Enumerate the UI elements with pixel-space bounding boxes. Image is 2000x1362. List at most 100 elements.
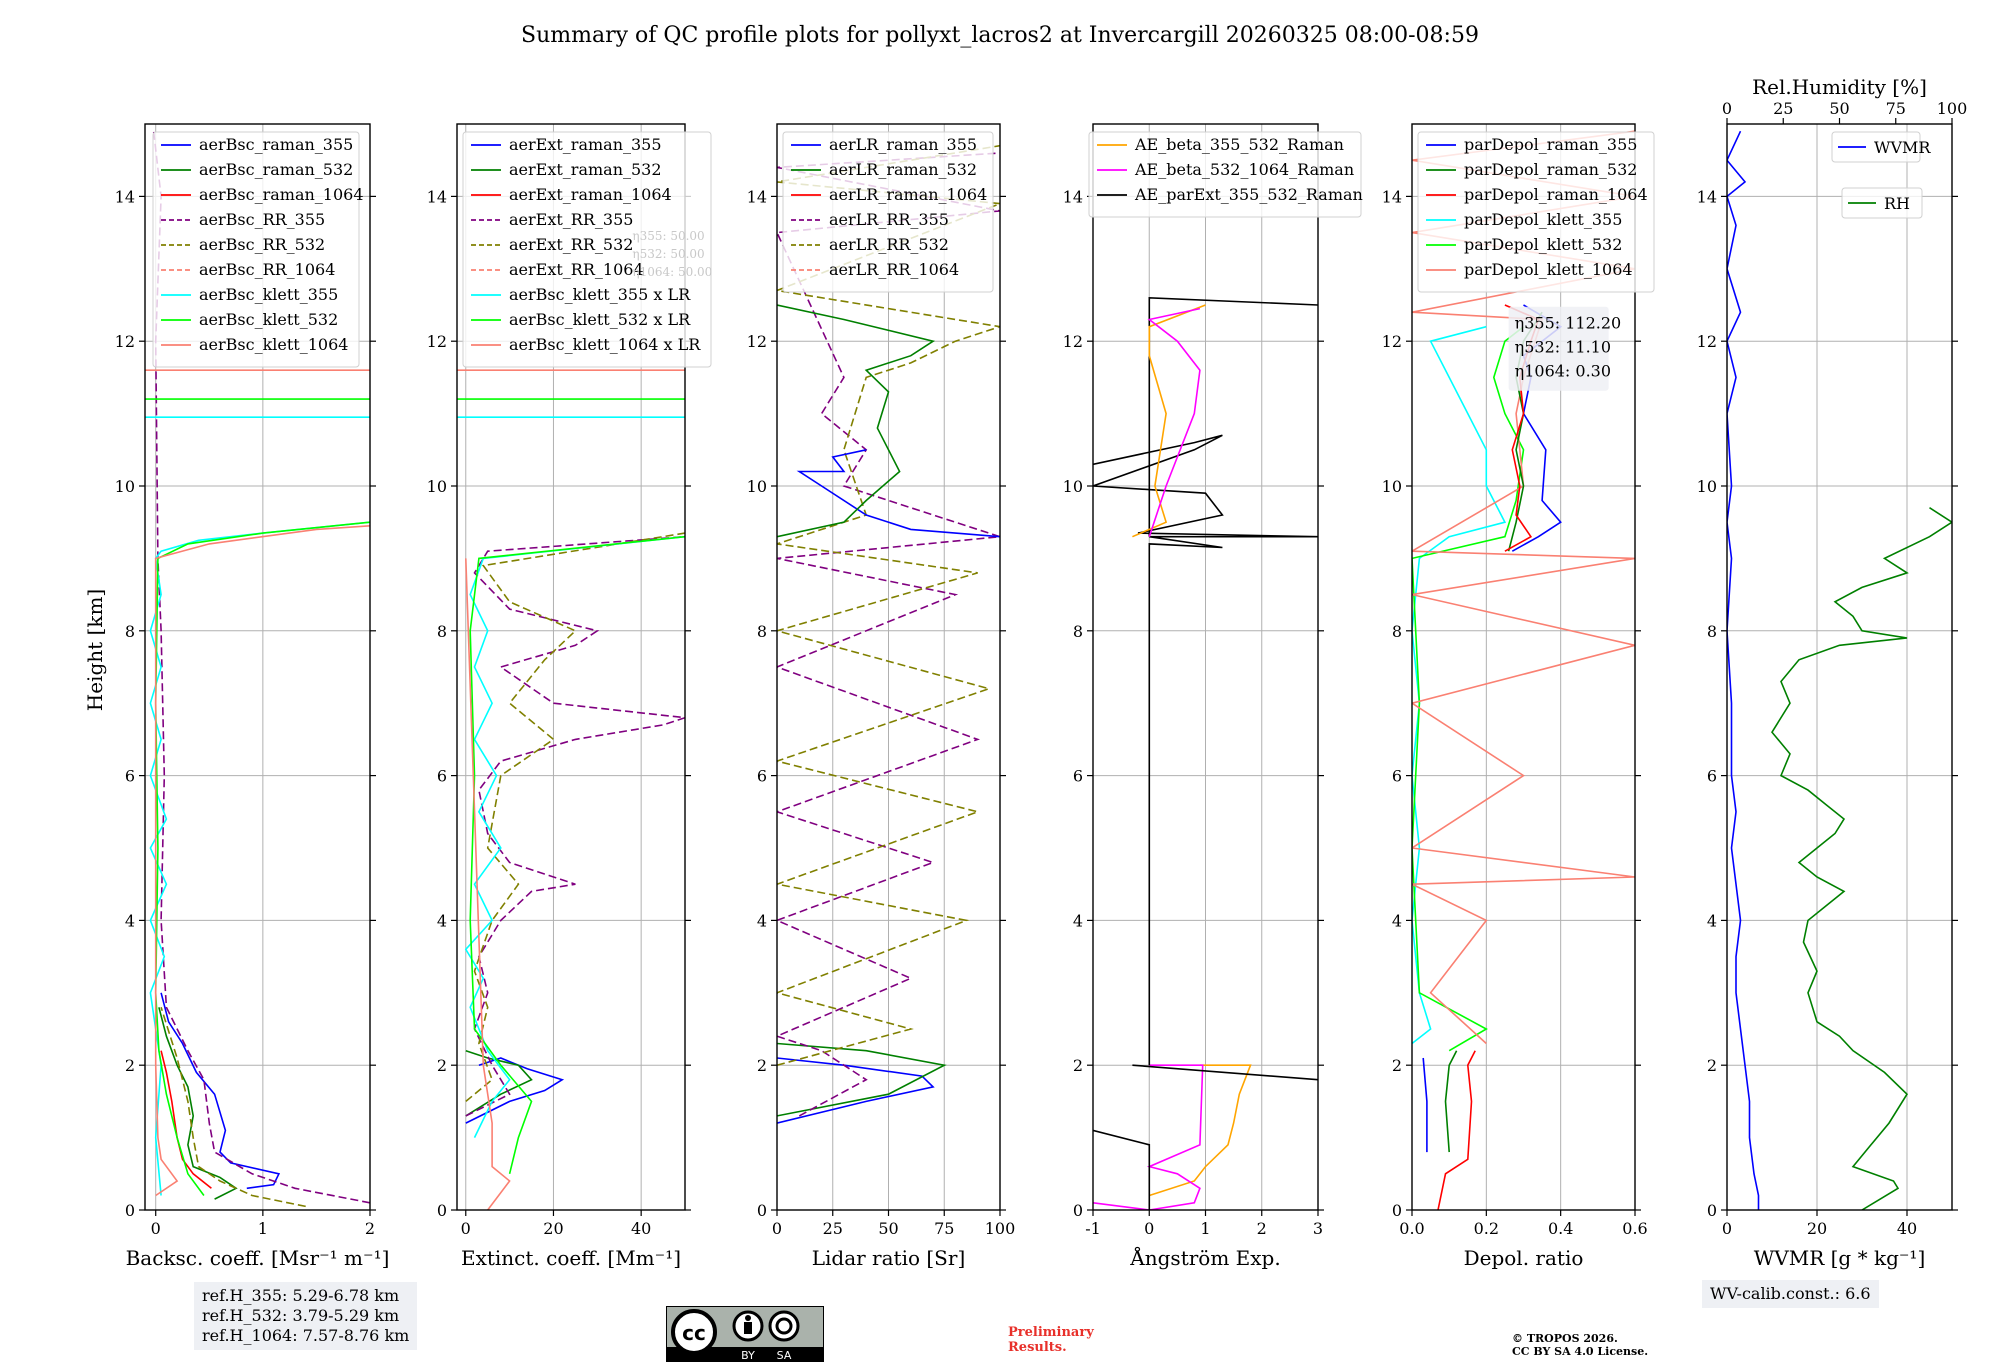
series-AE_beta_532_1064_Raman: [1093, 1064, 1204, 1210]
legend-entry: parDepol_klett_1064: [1464, 260, 1633, 279]
by-label: BY: [741, 1349, 755, 1362]
series-AE_beta_532_upper: [1147, 307, 1201, 537]
x-tick-label: 2: [1257, 1219, 1267, 1238]
eta-annotation: η355: 112.20: [1515, 314, 1622, 333]
series-AE_parExt_mid: [1093, 434, 1318, 1066]
eta-annotation: η1064: 50.00: [632, 265, 712, 279]
x-tick-label: 0.4: [1548, 1219, 1573, 1238]
y-tick-label: 8: [1707, 622, 1717, 641]
x-axis-label: Ångström Exp.: [1129, 1245, 1280, 1270]
legend-box: [1841, 187, 1923, 219]
y-tick-label: 4: [1707, 911, 1717, 930]
top-x-tick-label: 75: [1886, 99, 1906, 118]
series-AE_beta_355_532_Raman: [1149, 1064, 1252, 1197]
preliminary-line-1: Preliminary: [1008, 1325, 1094, 1340]
series-aerBsc_klett_1064: [154, 525, 370, 1197]
legend-entry: aerLR_raman_1064: [829, 185, 987, 204]
legend-entry: aerLR_RR_1064: [829, 260, 959, 279]
series-aerLR_raman_532: [777, 1042, 947, 1117]
top-x-axis-label: Rel.Humidity [%]: [1752, 75, 1927, 99]
y-tick-label: 14: [1063, 187, 1083, 206]
series-parDepol_klett_355: [1412, 325, 1507, 1045]
y-tick-label: 4: [437, 911, 447, 930]
y-tick-label: 8: [437, 622, 447, 641]
legend-box: [782, 131, 994, 293]
y-tick-label: 10: [115, 477, 135, 496]
y-tick-label: 6: [1073, 767, 1083, 786]
series-group: [145, 131, 370, 1208]
sa-label: SA: [777, 1349, 792, 1362]
preliminary-note: Preliminary Results.: [1008, 1325, 1094, 1355]
series-AE_beta_355_upper: [1132, 304, 1206, 538]
series-aerExt_RR_532: [465, 532, 685, 1103]
legend-entry: AE_parExt_355_532_Raman: [1134, 185, 1363, 204]
sa-icon: [768, 1310, 800, 1342]
legend-box: [1088, 131, 1362, 218]
series-aerBsc_klett_355 x LR: [464, 535, 685, 1138]
cc-icon: [671, 1309, 717, 1355]
x-tick-label: 1: [1200, 1219, 1210, 1238]
eta-annotation-box: [1508, 306, 1609, 391]
series-aerBsc_RR_532: [160, 1007, 306, 1208]
y-tick-label: 14: [1697, 187, 1717, 206]
series-WVMR: [1727, 130, 1760, 1210]
eta-annotation: η532: 11.10: [1515, 338, 1611, 357]
legend-entry: aerExt_RR_355: [509, 210, 633, 229]
y-axis-label: Height [km]: [83, 589, 107, 711]
legend-entry: parDepol_raman_355: [1464, 135, 1637, 154]
y-tick-label: 8: [757, 622, 767, 641]
cc-icon-label: cc: [682, 1321, 706, 1345]
x-axis-label: Backsc. coeff. [Msr⁻¹ m⁻¹]: [126, 1246, 390, 1270]
y-tick-label: 10: [747, 477, 767, 496]
y-tick-label: 10: [1697, 477, 1717, 496]
x-tick-label: 75: [934, 1219, 954, 1238]
y-tick-label: 6: [437, 767, 447, 786]
series-group: [1412, 130, 1635, 1210]
y-tick-label: 14: [115, 187, 135, 206]
series-aerExt_RR_355: [465, 535, 685, 1117]
x-axis-label: Lidar ratio [Sr]: [812, 1246, 966, 1270]
legend-entry: AE_beta_355_532_Raman: [1134, 135, 1344, 154]
y-tick-label: 0: [125, 1201, 135, 1220]
legend-box: [1831, 131, 1921, 163]
series-RH: [1771, 507, 1952, 1210]
series-aerBsc_raman_355: [160, 992, 281, 1190]
series-aerBsc_klett_355: [149, 521, 370, 1196]
y-tick-label: 6: [757, 767, 767, 786]
preliminary-line-2: Results.: [1008, 1340, 1067, 1355]
x-tick-label: 100: [985, 1219, 1016, 1238]
y-tick-label: 2: [1392, 1056, 1402, 1075]
series-aerBsc_klett_532 x LR: [469, 535, 685, 1174]
y-tick-label: 8: [125, 622, 135, 641]
ref-heights-box: ref.H_355: 5.29-6.78 km ref.H_532: 3.79-…: [194, 1282, 418, 1350]
legend-entry: aerExt_RR_1064: [509, 260, 644, 279]
x-tick-label: 40: [631, 1219, 651, 1238]
x-tick-label: 0.2: [1474, 1219, 1499, 1238]
series-AE_parExt_top: [1148, 296, 1318, 537]
legend-entry: aerLR_raman_532: [829, 160, 977, 179]
x-tick-label: 0: [772, 1219, 782, 1238]
panel-wv: 0 20 40 WVMR [g * kg⁻¹] 0 2 4 6 8 10 12 14 0 25 50 75 10…: [1697, 75, 1968, 1270]
y-tick-label: 4: [1073, 911, 1083, 930]
legend-entry: aerBsc_raman_355: [199, 135, 353, 154]
x-tick-label: 2: [365, 1219, 375, 1238]
series-aerBsc_klett_532: [154, 521, 370, 1196]
ref-height-1064: ref.H_1064: 7.57-8.76 km: [202, 1326, 410, 1345]
y-tick-label: 2: [1073, 1056, 1083, 1075]
y-tick-label: 0: [1073, 1201, 1083, 1220]
series-aerLR_raman_355_upper: [796, 449, 1000, 538]
x-tick-label: 0: [461, 1219, 471, 1238]
y-tick-label: 2: [757, 1056, 767, 1075]
series-aerLR_raman_532_upper: [777, 304, 936, 538]
legend-entry: aerBsc_klett_1064: [199, 335, 348, 354]
y-tick-label: 4: [1392, 911, 1402, 930]
eta-annotation: η1064: 0.30: [1515, 362, 1611, 381]
series-parDepol_raman_1064: [1437, 1050, 1476, 1210]
y-tick-label: 6: [125, 767, 135, 786]
legend-entry: aerBsc_klett_532: [199, 310, 338, 329]
y-tick-label: 10: [427, 477, 447, 496]
legend-entry: aerExt_raman_1064: [509, 185, 672, 204]
top-x-tick-label: 0: [1722, 99, 1732, 118]
